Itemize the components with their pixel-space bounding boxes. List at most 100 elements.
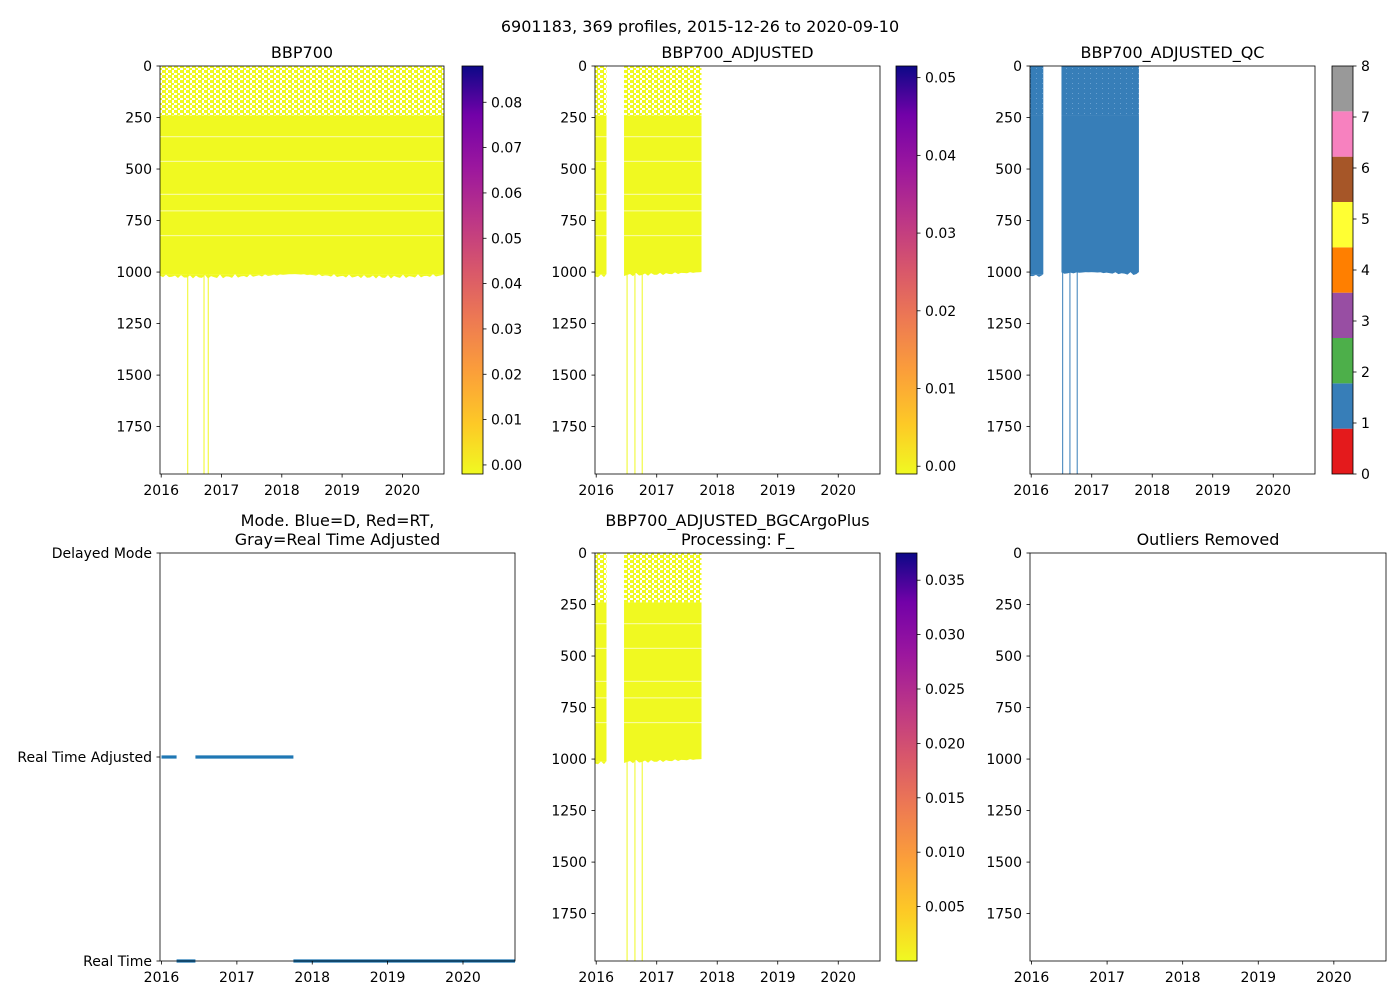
x-tick-label: 2020 [1316, 970, 1352, 986]
data-gap-line [624, 234, 702, 237]
x-tick-label: 2019 [1240, 970, 1276, 986]
panel-title: BBP700_ADJUSTED [661, 43, 813, 63]
panel-title-line: Gray=Real Time Adjusted [235, 530, 441, 549]
qc-colorbar-segment [1332, 247, 1353, 293]
qc-colorbar-segment [1332, 156, 1353, 202]
y-tick-label: 250 [995, 598, 1022, 614]
data-block-upper [624, 553, 702, 603]
axes-frame [594, 65, 881, 475]
qc-colorbar-tick-label: 5 [1361, 212, 1370, 228]
y-tick-label: 1750 [551, 907, 587, 923]
x-tick-label: 2020 [820, 483, 856, 499]
y-tick-label: 1500 [986, 855, 1022, 871]
colorbar-tick-label: 0.00 [491, 458, 522, 474]
colorbar-tick-label: 0.02 [491, 367, 522, 383]
panel-title: Outliers Removed [1137, 530, 1280, 549]
data-gap-line [160, 234, 444, 237]
x-tick-label: 2020 [445, 970, 481, 986]
colorbar-tick-label: 0.025 [925, 682, 965, 698]
qc-colorbar-tick-label: 4 [1361, 263, 1370, 279]
heatmap-body [1030, 66, 1139, 474]
panel-title: BBP700 [271, 43, 333, 62]
y-tick-label: 0 [1013, 59, 1022, 75]
y-tick-label: 1250 [116, 317, 152, 333]
x-tick-label: 2017 [219, 970, 255, 986]
qc-colorbar-tick-label: 8 [1361, 59, 1370, 75]
colorbar-tick-label: 0.05 [491, 231, 522, 247]
x-tick-label: 2020 [385, 483, 421, 499]
colorbar-tick-label: 0.01 [925, 382, 956, 398]
colorbar-tick-label: 0.06 [491, 186, 522, 202]
qc-colorbar-segment [1332, 338, 1353, 384]
colorbar-tick-label: 0.03 [925, 226, 956, 242]
colorbar-tick-label: 0.05 [925, 71, 956, 87]
x-tick-label: 2018 [1165, 970, 1201, 986]
y-tick-label: 1500 [986, 368, 1022, 384]
y-tick-label: 1750 [551, 420, 587, 436]
colorbar-tick-label: 0.030 [925, 628, 965, 644]
y-category-label: Delayed Mode [52, 546, 152, 562]
qc-colorbar-tick-label: 6 [1361, 161, 1370, 177]
colorbar-tick-label: 0.035 [925, 573, 965, 589]
heatmap-body [160, 66, 444, 474]
data-gap-line [160, 160, 444, 162]
qc-colorbar-tick-label: 0 [1361, 467, 1370, 483]
x-tick-label: 2016 [143, 483, 179, 499]
colorbar-tick-label: 0.03 [491, 322, 522, 338]
y-tick-label: 750 [995, 701, 1022, 717]
data-block-upper [160, 66, 444, 116]
axes-frame [1029, 552, 1387, 962]
x-tick-label: 2016 [1013, 483, 1049, 499]
data-gap-line [624, 680, 702, 682]
qc-colorbar-segment [1332, 383, 1353, 429]
qc-colorbar-tick-label: 2 [1361, 365, 1370, 381]
y-tick-label: 1000 [986, 265, 1022, 281]
colorbar-tick-label: 0.020 [925, 736, 965, 752]
colorbar [895, 65, 918, 475]
data-block-upper [595, 553, 607, 603]
figure-title: 6901183, 369 profiles, 2015-12-26 to 202… [501, 17, 899, 36]
y-tick-label: 750 [995, 214, 1022, 230]
panel-title-line: Mode. Blue=D, Red=RT, [241, 511, 435, 530]
colorbar-tick-label: 0.07 [491, 141, 522, 157]
data-block-upper [1030, 66, 1044, 116]
x-tick-label: 2016 [578, 483, 614, 499]
qc-colorbar-tick-label: 1 [1361, 416, 1370, 432]
data-gap-line [160, 136, 444, 138]
x-tick-label: 2020 [820, 970, 856, 986]
data-gap-line [624, 160, 702, 162]
panel-bbp700-bgcargoplus: 0 250 500 750 1000 1250 1500 1750 2016 2017 2018 20… [551, 511, 965, 986]
data-gap-line [595, 697, 607, 699]
x-tick-label: 2017 [1089, 970, 1125, 986]
x-tick-label: 2016 [144, 970, 180, 986]
x-tick-label: 2017 [639, 970, 675, 986]
panel-bbp700-adjusted: 0 250 500 750 1000 1250 1500 1750 2016 2017 2018 20… [551, 43, 956, 499]
data-gap-line [595, 680, 607, 682]
data-block-upper [1061, 66, 1139, 116]
y-tick-label: 1000 [551, 265, 587, 281]
y-category-label: Real Time Adjusted [17, 750, 152, 766]
y-tick-label: 1500 [116, 368, 152, 384]
y-tick-label: 500 [560, 649, 587, 665]
data-block-upper [624, 66, 702, 116]
y-tick-label: 0 [143, 59, 152, 75]
colorbar-tick-label: 0.04 [491, 277, 522, 293]
x-tick-label: 2016 [578, 970, 614, 986]
data-gap-line [160, 210, 444, 212]
data-block-edge [595, 274, 607, 278]
data-gap-line [624, 136, 702, 138]
data-gap-line [160, 193, 444, 195]
panel-title-line: BBP700_ADJUSTED_BGCArgoPlus [605, 511, 869, 531]
colorbar-tick-label: 0.015 [925, 791, 965, 807]
colorbar-tick-label: 0.00 [925, 459, 956, 475]
colorbar-tick-label: 0.04 [925, 148, 956, 164]
data-gap-line [595, 210, 607, 212]
qc-colorbar-segment [1332, 428, 1353, 474]
x-tick-label: 2017 [204, 483, 240, 499]
y-tick-label: 750 [560, 701, 587, 717]
data-gap-line [595, 234, 607, 237]
x-tick-label: 2019 [324, 483, 360, 499]
y-tick-label: 500 [995, 649, 1022, 665]
x-tick-label: 2019 [1195, 483, 1231, 499]
y-tick-label: 0 [1013, 546, 1022, 562]
